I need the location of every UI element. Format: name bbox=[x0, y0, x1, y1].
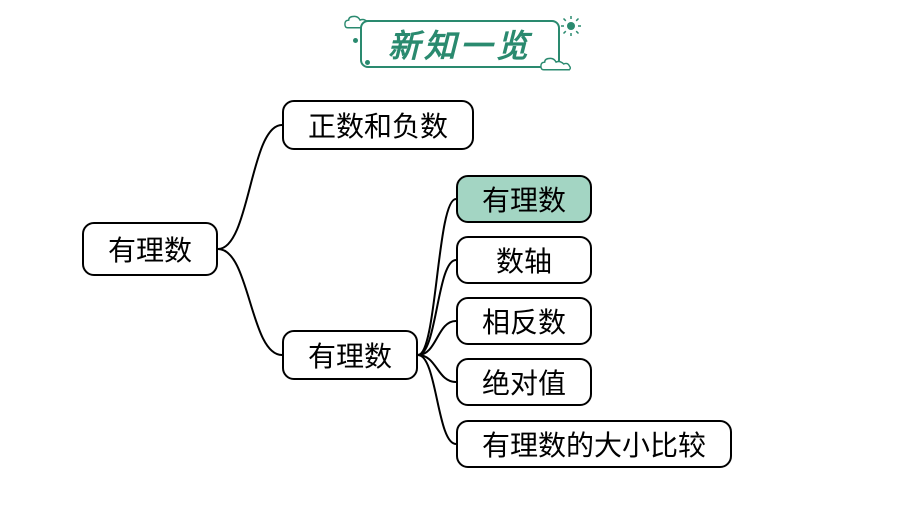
connector-path bbox=[418, 199, 456, 355]
connector-path bbox=[218, 125, 282, 249]
connector-path bbox=[218, 249, 282, 355]
sun-icon bbox=[559, 14, 583, 38]
cloud-right-icon bbox=[539, 54, 577, 76]
tree-node-leaf2: 数轴 bbox=[456, 236, 592, 284]
title-frame: 新知一览 bbox=[360, 20, 560, 68]
tree-node-leaf5: 有理数的大小比较 bbox=[456, 420, 732, 468]
title-text: 新知一览 bbox=[388, 21, 532, 67]
tree-node-label: 有理数 bbox=[482, 179, 566, 219]
tree-node-label: 有理数 bbox=[308, 335, 392, 375]
connector-path bbox=[418, 260, 456, 355]
title-banner: 新知一览 bbox=[335, 12, 585, 72]
connector-path bbox=[418, 355, 456, 444]
decor-dot-icon bbox=[365, 60, 370, 65]
tree-node-child1: 正数和负数 bbox=[282, 100, 474, 150]
connector-path bbox=[418, 355, 456, 382]
tree-node-label: 数轴 bbox=[496, 240, 552, 280]
tree-node-root: 有理数 bbox=[82, 222, 218, 276]
tree-node-label: 有理数 bbox=[108, 229, 192, 269]
tree-node-leaf1: 有理数 bbox=[456, 175, 592, 223]
decor-dot-icon bbox=[353, 38, 358, 43]
tree-node-label: 正数和负数 bbox=[308, 105, 448, 145]
tree-node-label: 有理数的大小比较 bbox=[482, 424, 706, 464]
connector-path bbox=[418, 321, 456, 355]
tree-node-leaf3: 相反数 bbox=[456, 297, 592, 345]
tree-node-label: 相反数 bbox=[482, 301, 566, 341]
tree-node-label: 绝对值 bbox=[482, 362, 566, 402]
tree-node-leaf4: 绝对值 bbox=[456, 358, 592, 406]
tree-node-child2: 有理数 bbox=[282, 330, 418, 380]
